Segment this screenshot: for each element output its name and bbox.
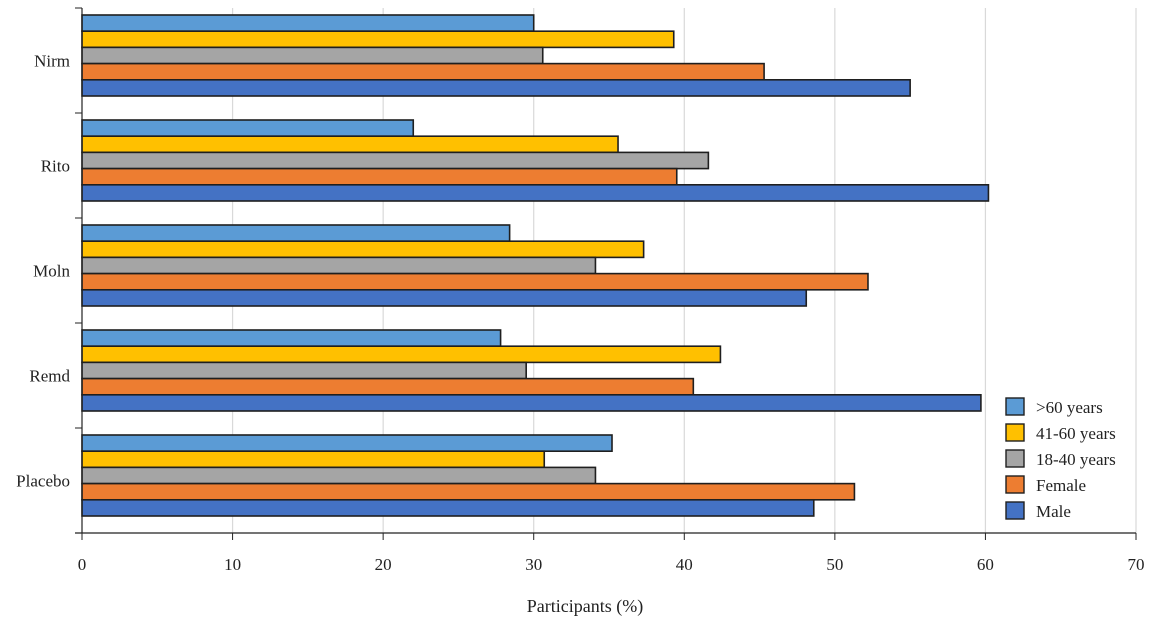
legend-swatch <box>1005 475 1025 494</box>
category-label: Rito <box>41 157 70 176</box>
bar-remd-3 <box>81 377 695 396</box>
category-label: Nirm <box>34 52 70 71</box>
bar-moln-2 <box>81 256 597 275</box>
bar-remd-1 <box>81 345 722 364</box>
x-tick-label: 60 <box>977 555 994 574</box>
legend-swatch <box>1005 397 1025 416</box>
x-tick-label: 10 <box>224 555 241 574</box>
bar-rito-3 <box>81 167 678 186</box>
bar-remd-2 <box>81 361 527 380</box>
legend-swatch <box>1005 501 1025 520</box>
bar-nirm-3 <box>81 62 765 81</box>
bar-remd-0 <box>81 329 502 348</box>
x-axis-label: Participants (%) <box>527 596 643 617</box>
x-tick-label: 0 <box>78 555 87 574</box>
bar-moln-0 <box>81 224 511 243</box>
bar-moln-4 <box>81 288 808 307</box>
bar-moln-3 <box>81 272 869 291</box>
bar-nirm-0 <box>81 14 535 33</box>
x-tick-label: 50 <box>826 555 843 574</box>
x-tick-label: 70 <box>1128 555 1145 574</box>
bar-rito-0 <box>81 119 415 138</box>
bar-nirm-1 <box>81 30 675 49</box>
category-label: Moln <box>33 262 70 281</box>
category-label: Remd <box>29 367 70 386</box>
bar-moln-1 <box>81 240 645 259</box>
legend-swatch <box>1005 423 1025 442</box>
legend-label: 41-60 years <box>1036 424 1116 443</box>
bar-placebo-1 <box>81 450 546 469</box>
axes <box>75 7 1137 540</box>
bar-placebo-2 <box>81 466 597 485</box>
bar-rito-4 <box>81 184 990 202</box>
category-label: Placebo <box>16 472 70 491</box>
legend-label: Female <box>1036 476 1086 495</box>
bar-rito-2 <box>81 151 710 170</box>
x-tick-label: 30 <box>525 555 542 574</box>
legend-label: 18-40 years <box>1036 450 1116 469</box>
bar-placebo-4 <box>81 498 815 517</box>
legend: >60 years 41-60 years 18-40 years Female Mal… <box>1005 397 1116 521</box>
category-labels: Nirm Rito Moln Remd Placebo <box>16 52 70 491</box>
bar-placebo-3 <box>81 482 856 501</box>
legend-label: Male <box>1036 502 1071 521</box>
x-tick-label: 20 <box>375 555 392 574</box>
bar-nirm-4 <box>81 79 911 97</box>
x-tick-label: 40 <box>676 555 693 574</box>
bar-remd-4 <box>81 393 982 412</box>
bar-placebo-0 <box>81 434 613 453</box>
bar-rito-1 <box>81 135 619 154</box>
legend-swatch <box>1005 449 1025 468</box>
legend-label: >60 years <box>1036 398 1103 417</box>
x-tick-labels: 0 10 20 30 40 50 60 70 <box>78 555 1145 574</box>
bars <box>81 14 990 517</box>
bar-nirm-2 <box>81 46 544 65</box>
